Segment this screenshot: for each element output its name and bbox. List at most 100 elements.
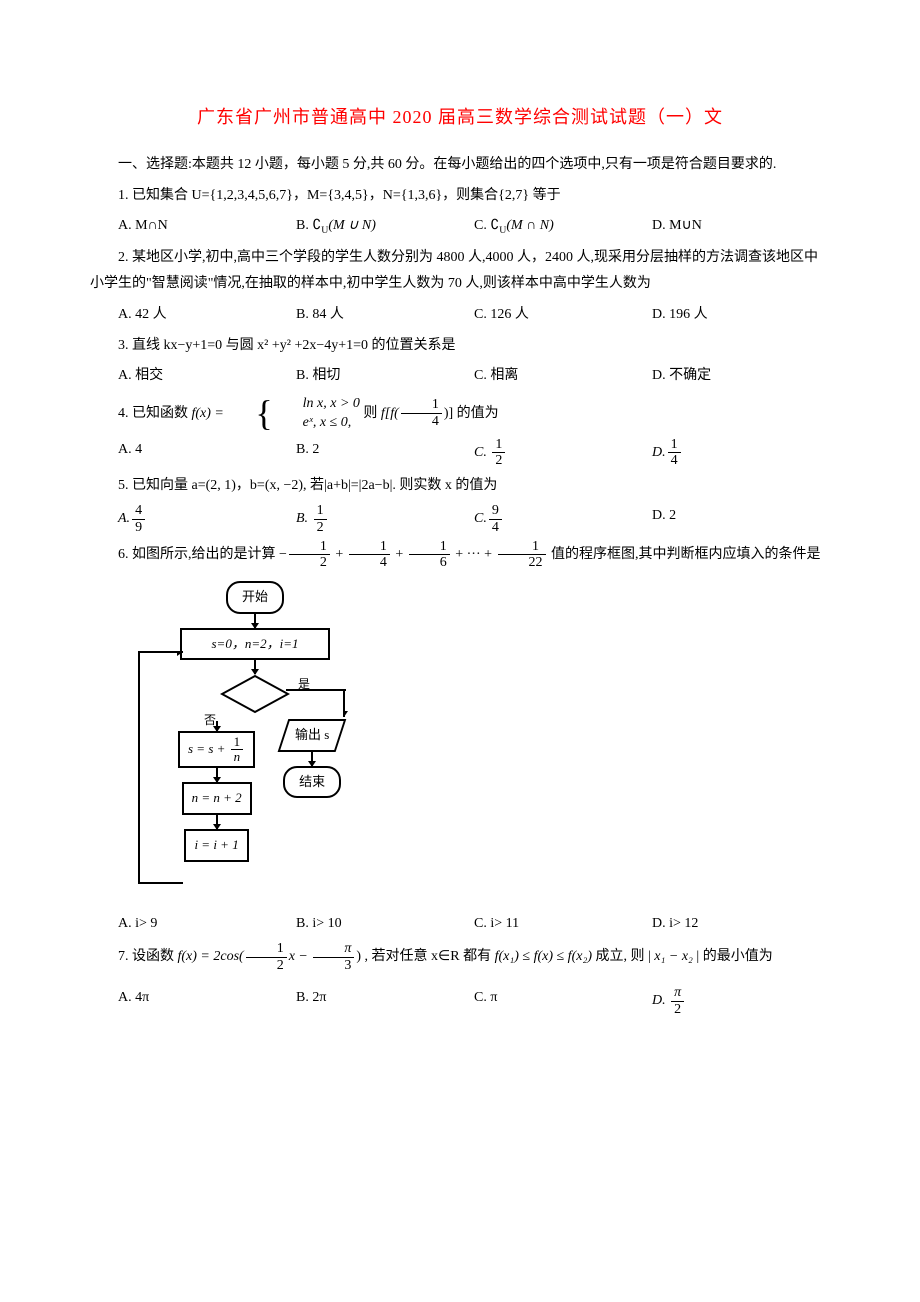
- q4-mid: 则: [363, 406, 381, 421]
- q1-options: A. M∩N B. ∁U(M ∪ N) C. ∁U(M ∩ N) D. M∪N: [90, 213, 830, 240]
- q4-ff: f[f(: [381, 406, 399, 421]
- q6-t2d: 4: [349, 555, 390, 570]
- q2-B: B. 84 人: [296, 302, 474, 329]
- fc-s1p: s = s +: [188, 741, 229, 756]
- fc-yes-label: 是: [298, 673, 310, 696]
- q4-Dd: 4: [668, 453, 681, 468]
- q4-piecewise: { ln x, x > 0 eˣ, x ≤ 0,: [227, 394, 360, 433]
- q7-D: D. π2: [652, 985, 830, 1017]
- q5-A: A.49: [118, 503, 296, 535]
- q1-C: C. ∁U(M ∩ N): [474, 213, 652, 240]
- fc-output: 输出 s: [278, 719, 347, 752]
- q6-stem: 6. 如图所示,给出的是计算 −12 + 14 + 16 + ··· + 122…: [90, 539, 830, 571]
- q7-Dn: π: [671, 985, 684, 1001]
- q3-B: B. 相切: [296, 363, 474, 390]
- q1-B: B. ∁U(M ∪ N): [296, 213, 474, 240]
- q5-An: 4: [132, 503, 145, 519]
- q7-fx: f(x) = 2cos(: [178, 950, 244, 965]
- q4-suffix: )] 的值为: [444, 406, 499, 421]
- q6-D: D. i> 12: [652, 911, 830, 938]
- flowchart: 开始 s=0，n=2，i=1 是 否 输出 s 结束 s = s + 1n: [118, 581, 830, 901]
- q4-options: A. 4 B. 2 C. 12 D.14: [90, 437, 830, 469]
- q5-Cn: 9: [489, 503, 502, 519]
- q5-Bd: 2: [314, 520, 327, 535]
- q4-D: D.14: [652, 437, 830, 469]
- q5-Ad: 9: [132, 520, 145, 535]
- q1-B-suffix: (M ∪ N): [328, 218, 376, 233]
- q6-B: B. i> 10: [296, 911, 474, 938]
- q2-options: A. 42 人 B. 84 人 C. 126 人 D. 196 人: [90, 302, 830, 329]
- fc-step1: s = s + 1n: [178, 731, 255, 769]
- q6-A: A. i> 9: [118, 911, 296, 938]
- q1-A: A. M∩N: [118, 213, 296, 240]
- q6-suffix: 值的程序框图,其中判断框内应填入的条件是: [551, 547, 821, 562]
- q4-Cd: 2: [492, 453, 505, 468]
- q7-options: A. 4π B. 2π C. π D. π2: [90, 985, 830, 1017]
- q7-bd: 3: [313, 958, 354, 973]
- q4-fd: 4: [401, 414, 442, 429]
- q1-C-prefix: C. ∁: [474, 218, 499, 233]
- q3-D: D. 不确定: [652, 363, 830, 390]
- q3-stem: 3. 直线 kx−y+1=0 与圆 x² +y² +2x−4y+1=0 的位置关…: [90, 333, 830, 360]
- q5-Ap: A.: [118, 511, 130, 526]
- q7-ad: 2: [246, 958, 287, 973]
- q5-Cd: 4: [489, 520, 502, 535]
- q4-Dp: D.: [652, 445, 666, 460]
- q7-bn: π: [313, 941, 354, 957]
- fc-step2: n = n + 2: [182, 782, 252, 815]
- fc-output-text: 输出 s: [295, 723, 329, 748]
- q1-C-suffix: (M ∩ N): [506, 218, 553, 233]
- q4-Cn: 1: [492, 437, 505, 453]
- q7-C: C. π: [474, 985, 652, 1017]
- q7-A: A. 4π: [118, 985, 296, 1017]
- fc-s1d: n: [231, 750, 244, 764]
- q1-stem: 1. 已知集合 U={1,2,3,4,5,6,7}，M={3,4,5}，N={1…: [90, 183, 830, 210]
- q2-A: A. 42 人: [118, 302, 296, 329]
- q6-C: C. i> 11: [474, 911, 652, 938]
- q4-Dn: 1: [668, 437, 681, 453]
- q5-D: D. 2: [652, 503, 830, 535]
- q3-options: A. 相交 B. 相切 C. 相离 D. 不确定: [90, 363, 830, 390]
- q5-stem: 5. 已知向量 a=(2, 1)，b=(x, −2), 若|a+b|=|2a−b…: [90, 473, 830, 500]
- q7-m3: 成立, 则 |: [592, 950, 654, 965]
- fc-init-text: s=0，n=2，i=1: [212, 636, 299, 651]
- page-title: 广东省广州市普通高中 2020 届高三数学综合测试试题（一）文: [90, 100, 830, 134]
- q4-piece1: ln x, x > 0: [275, 394, 360, 414]
- fc-end: 结束: [283, 766, 341, 799]
- fc-decision: [220, 674, 290, 714]
- q4-A: A. 4: [118, 437, 296, 469]
- q6-t3d: 6: [409, 555, 450, 570]
- fc-init: s=0，n=2，i=1: [180, 628, 330, 661]
- q4-B: B. 2: [296, 437, 474, 469]
- q6-t3n: 1: [409, 539, 450, 555]
- q3-C: C. 相离: [474, 363, 652, 390]
- fc-s1n: 1: [231, 735, 244, 750]
- q6-t1n: 1: [289, 539, 330, 555]
- q5-Bp: B.: [296, 511, 312, 526]
- q7-Dp: D.: [652, 993, 669, 1008]
- q7-suffix: | 的最小值为: [693, 950, 773, 965]
- fc-step3: i = i + 1: [184, 829, 248, 862]
- q1-B-prefix: B. ∁: [296, 218, 321, 233]
- q4-fn: 1: [401, 397, 442, 413]
- q4-fx: f(x) =: [192, 406, 228, 421]
- q5-C: C.94: [474, 503, 652, 535]
- q2-stem: 2. 某地区小学,初中,高中三个学段的学生人数分别为 4800 人,4000 人…: [90, 245, 830, 298]
- q3-A: A. 相交: [118, 363, 296, 390]
- q7-prefix: 7. 设函数: [118, 950, 178, 965]
- q6-t2n: 1: [349, 539, 390, 555]
- section-header: 一、选择题:本题共 12 小题，每小题 5 分,共 60 分。在每小题给出的四个…: [90, 152, 830, 179]
- q5-B: B. 12: [296, 503, 474, 535]
- q7-an: 1: [246, 941, 287, 957]
- q4-Cp: C.: [474, 445, 490, 460]
- q4-stem: 4. 已知函数 f(x) = { ln x, x > 0 eˣ, x ≤ 0, …: [90, 394, 830, 433]
- q6-t1d: 2: [289, 555, 330, 570]
- q2-C: C. 126 人: [474, 302, 652, 329]
- q6-t4d: 22: [498, 555, 546, 570]
- q6-options: A. i> 9 B. i> 10 C. i> 11 D. i> 12: [90, 911, 830, 938]
- q4-prefix: 4. 已知函数: [118, 406, 192, 421]
- q1-D: D. M∪N: [652, 213, 830, 240]
- q5-options: A.49 B. 12 C.94 D. 2: [90, 503, 830, 535]
- q6-prefix: 6. 如图所示,给出的是计算: [118, 547, 276, 562]
- q4-C: C. 12: [474, 437, 652, 469]
